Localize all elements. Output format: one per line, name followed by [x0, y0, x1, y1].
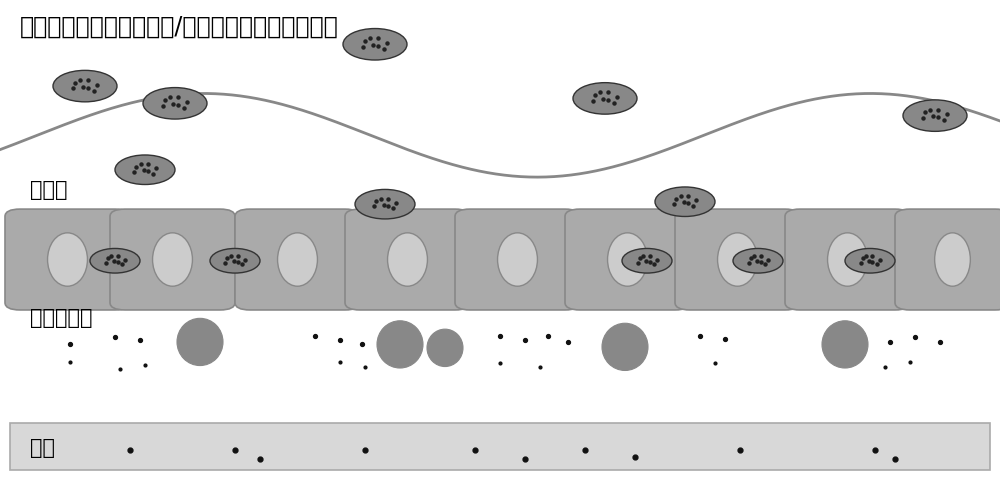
FancyBboxPatch shape — [455, 209, 580, 310]
FancyBboxPatch shape — [5, 209, 130, 310]
Circle shape — [143, 88, 207, 119]
Ellipse shape — [935, 233, 970, 286]
Text: 肠上皮细胞: 肠上皮细胞 — [30, 308, 92, 328]
Ellipse shape — [153, 233, 192, 286]
FancyBboxPatch shape — [110, 209, 235, 310]
Ellipse shape — [388, 233, 427, 286]
Circle shape — [733, 248, 783, 273]
Circle shape — [573, 83, 637, 114]
Circle shape — [90, 248, 140, 273]
Text: 血管: 血管 — [30, 438, 55, 458]
Text: 黏液层: 黏液层 — [30, 180, 68, 200]
Ellipse shape — [177, 318, 223, 366]
Circle shape — [343, 29, 407, 60]
Circle shape — [210, 248, 260, 273]
Ellipse shape — [718, 233, 757, 286]
Ellipse shape — [828, 233, 867, 286]
Circle shape — [53, 70, 117, 102]
FancyBboxPatch shape — [345, 209, 470, 310]
Ellipse shape — [427, 329, 463, 367]
Ellipse shape — [278, 233, 317, 286]
Ellipse shape — [48, 233, 87, 286]
Ellipse shape — [498, 233, 537, 286]
Ellipse shape — [822, 321, 868, 368]
Circle shape — [115, 155, 175, 184]
Circle shape — [622, 248, 672, 273]
FancyBboxPatch shape — [565, 209, 690, 310]
Circle shape — [655, 187, 715, 216]
Ellipse shape — [602, 323, 648, 370]
Text: 含氟化合物修饰的壳聚糖/蛋白类药物，小分子药物: 含氟化合物修饰的壳聚糖/蛋白类药物，小分子药物 — [20, 15, 339, 39]
FancyBboxPatch shape — [235, 209, 360, 310]
Ellipse shape — [377, 321, 423, 368]
Circle shape — [903, 100, 967, 131]
Ellipse shape — [608, 233, 647, 286]
FancyBboxPatch shape — [10, 423, 990, 470]
FancyBboxPatch shape — [675, 209, 800, 310]
FancyBboxPatch shape — [785, 209, 910, 310]
Circle shape — [845, 248, 895, 273]
Circle shape — [355, 189, 415, 219]
FancyBboxPatch shape — [895, 209, 1000, 310]
